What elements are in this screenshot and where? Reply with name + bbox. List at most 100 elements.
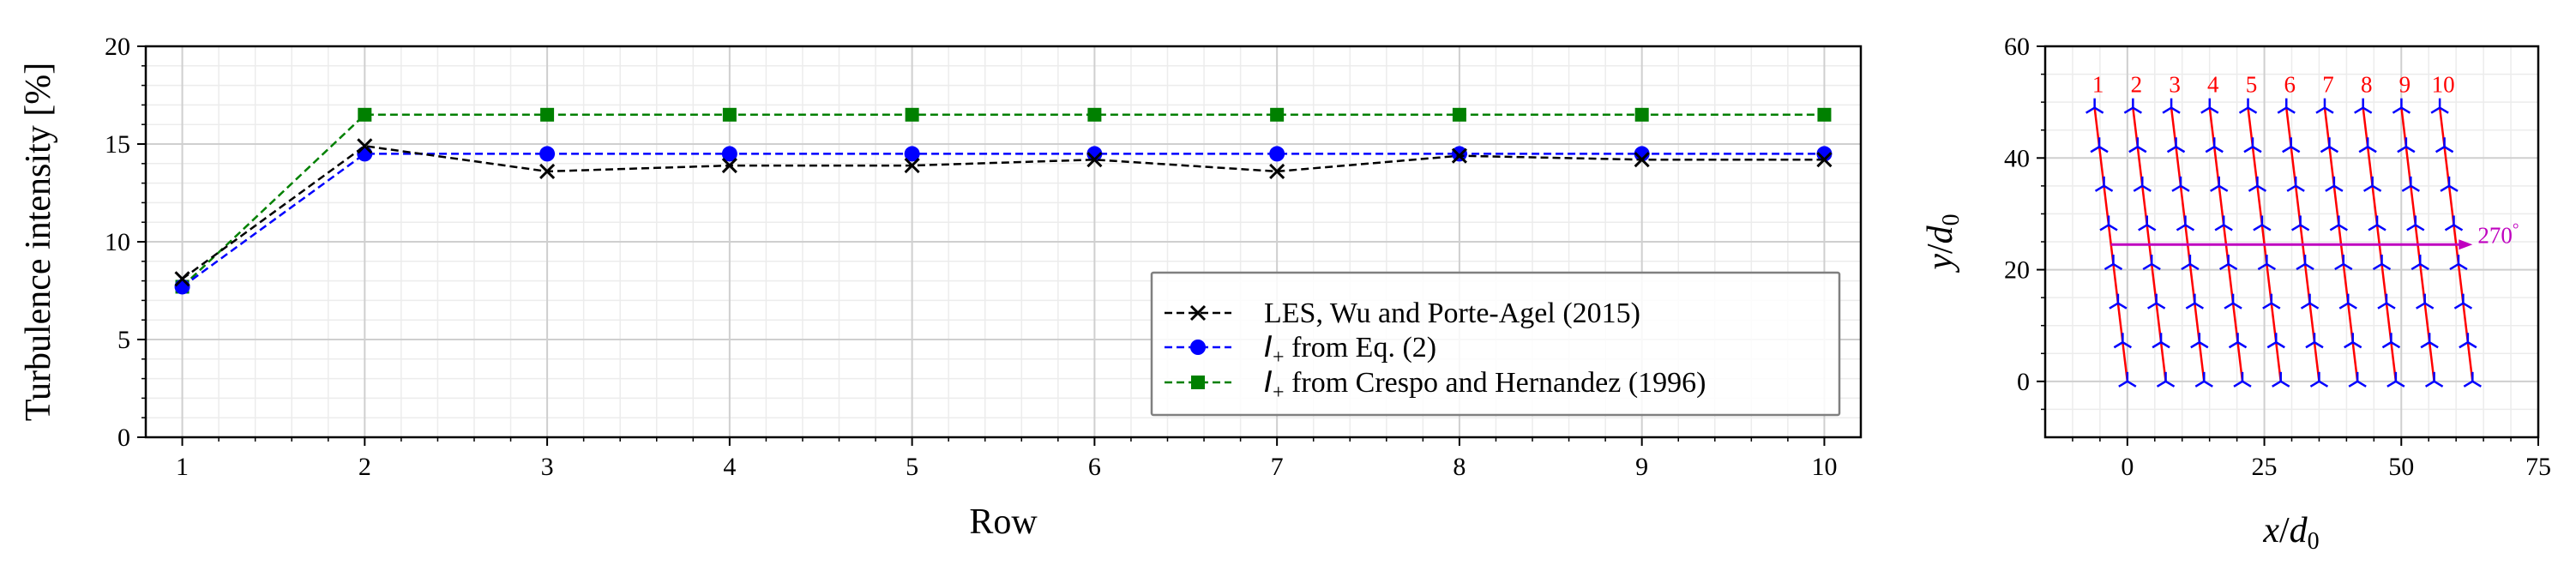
turbine-blade-right <box>2093 106 2104 114</box>
turbine-blade-left <box>2099 224 2110 231</box>
turbine-blade-right <box>2137 146 2147 153</box>
turbine-blade-right <box>2410 184 2420 192</box>
turbine-blade-right <box>2443 146 2454 153</box>
turbine-blade-left <box>2290 224 2302 231</box>
turbine-row-5 <box>2266 333 2285 349</box>
turbine-blade-right <box>2328 146 2339 153</box>
legend-entry-1-rest: from Eq. (2) <box>1285 332 1437 364</box>
turbine-row-4 <box>2214 215 2233 231</box>
turbine-blade-right <box>2439 106 2449 114</box>
turbine-blade-left <box>2181 262 2191 271</box>
turbine-blade-left <box>2142 262 2152 271</box>
turbine-blade-right <box>2146 224 2157 231</box>
turbine-row-7 <box>2338 293 2357 310</box>
turbine-blade-left <box>2085 106 2096 114</box>
turbine-blade-left <box>2463 380 2473 388</box>
right-x-tick-label: 50 <box>2388 453 2414 481</box>
turbine-blade-right <box>2333 184 2344 192</box>
turbine-row-4 <box>2228 333 2248 349</box>
data-point-les-wu-and-porte-agel-2015-stroke-b <box>539 163 556 179</box>
turbine-blade-left <box>2282 146 2292 153</box>
turbine-blade-right <box>2285 106 2296 114</box>
left-y-tick-label: 15 <box>105 130 130 159</box>
turbine-blade-right <box>2184 224 2195 231</box>
turbine-blade-left <box>2123 106 2134 114</box>
row-label-9: 9 <box>2399 72 2411 98</box>
turbine-blade-right <box>2266 262 2276 271</box>
turbine-blade-left <box>2401 184 2411 192</box>
turbine-blade-left <box>2243 146 2254 153</box>
wind-direction-value: 270 <box>2477 222 2513 248</box>
turbine-blade-right <box>2218 184 2229 192</box>
turbine-row-10 <box>2430 98 2449 114</box>
turbine-blade-right <box>2424 302 2435 310</box>
legend-entry-2-rest: from Crespo and Hernandez (1996) <box>1285 367 1706 399</box>
turbine-blade-right <box>2180 184 2190 192</box>
turbine-row-6 <box>2282 137 2301 153</box>
data-point-series-1 <box>1634 146 1650 162</box>
data-point-les-wu-and-porte-agel-2015 <box>357 138 373 154</box>
data-point-les-wu-and-porte-agel-2015 <box>1816 152 1833 168</box>
turbine-row-1 <box>2094 176 2114 192</box>
turbine-row-10 <box>2449 255 2468 271</box>
right-content: 1 2 3 4 5 6 7 8 9 10 270° <box>2085 72 2519 388</box>
turbine-row-6 <box>2296 255 2314 271</box>
turbine-blade-right <box>2405 146 2416 153</box>
turbine-row-9 <box>2406 215 2425 231</box>
turbine-blade-left <box>2444 224 2455 231</box>
left-ticks: 0 5 10 15 20 1 2 3 4 5 6 7 8 9 10 <box>105 33 1837 481</box>
turbine-blade-right <box>2160 341 2170 349</box>
data-point-series-1 <box>174 279 190 295</box>
turbine-blade-left <box>2309 380 2320 388</box>
turbine-blade-right <box>2271 302 2281 310</box>
row-label-4: 4 <box>2207 72 2219 98</box>
turbine-blade-right <box>2194 302 2205 310</box>
turbine-row-4 <box>2210 176 2229 192</box>
turbine-blade-right <box>2122 341 2133 349</box>
turbine-blade-left <box>2113 341 2124 349</box>
right-y-axis-symbol: y <box>1921 254 1960 273</box>
turbine-blade-left <box>2104 262 2115 271</box>
turbine-blade-right <box>2376 224 2386 231</box>
data-point-les-wu-and-porte-agel-2015-stroke-b <box>721 158 737 174</box>
turbine-row-1 <box>2118 371 2137 388</box>
left-x-tick-label: 3 <box>541 453 554 481</box>
turbine-blade-right <box>2362 106 2373 114</box>
legend-entry-1-marker <box>1190 340 1206 355</box>
turbine-blade-left <box>2348 380 2358 388</box>
turbine-blade-right <box>2295 184 2305 192</box>
turbine-row-4 <box>2200 98 2219 114</box>
turbine-row-3 <box>2171 176 2190 192</box>
turbine-blade-right <box>2371 184 2382 192</box>
turbine-blade-right <box>2458 262 2468 271</box>
legend-entry-2-label: I+ from Crespo and Hernandez (1996) <box>1264 365 1706 404</box>
turbine-blade-left <box>2320 146 2331 153</box>
turbine-blade-left <box>2459 341 2469 349</box>
turbine-blade-left <box>2138 224 2148 231</box>
turbine-blade-right <box>2223 224 2233 231</box>
turbine-blade-left <box>2118 380 2128 388</box>
turbine-blade-left <box>2257 262 2267 271</box>
turbine-blade-left <box>2190 341 2200 349</box>
row-label-6: 6 <box>2284 72 2296 98</box>
turbine-row-10 <box>2444 215 2464 231</box>
turbine-blade-right <box>2318 380 2329 388</box>
legend-entry-1-label: I+ from Eq. (2) <box>1264 330 1436 369</box>
legend-entry-2-symbol: I <box>1264 365 1273 400</box>
data-point-les-wu-and-porte-agel-2015-stroke-b <box>1634 152 1650 168</box>
turbine-row-6 <box>2290 215 2310 231</box>
turbine-blade-right <box>2227 262 2238 271</box>
legend-entry-1-symbol: I <box>1264 330 1273 364</box>
turbine-row-8 <box>2358 137 2377 153</box>
turbine-blade-right <box>2141 184 2152 192</box>
row-label-2: 2 <box>2131 72 2143 98</box>
turbine-row-7 <box>2344 333 2362 349</box>
turbine-row-2 <box>2123 98 2143 114</box>
data-point-series-1 <box>721 146 737 162</box>
turbine-blade-left <box>2430 106 2441 114</box>
data-point-series-2 <box>1270 107 1285 122</box>
turbine-blade-right <box>2290 146 2301 153</box>
right-y-axis-title: y/d0 <box>1921 213 1965 273</box>
left-y-tick-label: 20 <box>105 33 130 61</box>
